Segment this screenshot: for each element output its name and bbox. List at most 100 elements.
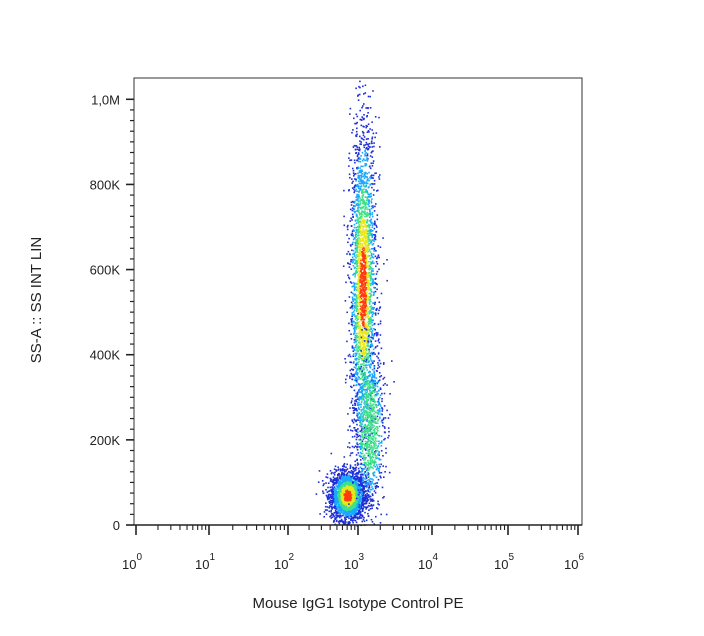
data-point [352,521,354,524]
data-point [363,406,365,408]
data-point [356,167,358,169]
data-point [359,167,361,169]
data-point [354,517,356,519]
data-point [328,497,330,500]
data-point [353,309,356,311]
data-point [362,189,364,191]
data-point [361,484,364,487]
data-point [353,435,356,438]
data-point [357,428,359,430]
data-point [377,380,380,382]
data-point [374,172,376,175]
data-point [378,268,380,271]
data-point [348,508,350,510]
data-point [351,323,353,326]
data-point [355,130,358,133]
data-point [363,234,366,237]
data-point [347,274,349,277]
data-point [362,254,364,256]
data-point [343,493,345,496]
data-point [353,506,355,508]
data-point [353,293,355,296]
data-point [377,401,380,403]
data-point [366,506,369,508]
data-point [357,497,360,499]
data-point [366,211,368,214]
data-point [363,300,366,303]
data-point [361,217,364,219]
data-point [365,141,368,144]
data-point [361,291,363,294]
data-point [360,118,362,121]
data-point [354,293,356,296]
data-point [364,84,367,87]
data-point [335,516,338,519]
data-point [373,281,376,284]
data-point [337,515,340,517]
data-point [371,121,373,123]
data-point [366,191,369,194]
data-point [374,287,376,289]
data-point [339,477,341,479]
data-point [335,469,337,471]
data-point [371,507,373,510]
data-point [371,344,373,346]
data-point [359,508,361,510]
data-point [352,129,354,131]
data-point [351,315,353,318]
data-point [363,341,366,343]
data-point [338,502,341,505]
data-point [359,476,361,479]
data-point [376,382,379,385]
data-point [326,506,329,508]
data-point [372,348,375,351]
data-point [358,515,361,518]
data-point [356,255,359,258]
data-point [379,174,381,176]
data-point [353,389,356,392]
data-point [361,503,363,506]
data-point [355,370,358,373]
data-point [364,285,366,287]
data-point [347,510,350,513]
data-point [348,474,350,477]
data-point [354,483,357,485]
data-point [373,179,376,182]
data-point [324,509,327,511]
data-point [374,222,376,225]
data-point [364,316,367,318]
data-point [353,255,356,257]
data-point [350,513,353,515]
data-point [334,500,337,503]
data-point [373,210,376,212]
data-point [356,464,359,466]
data-point [351,209,354,212]
data-point [359,204,361,206]
data-point [371,183,373,185]
data-point [371,377,373,379]
data-point [362,301,365,303]
data-point [366,240,369,242]
data-point [359,510,361,513]
data-point [363,286,365,289]
data-point [350,477,352,480]
data-point [338,487,341,489]
data-point [350,491,353,494]
data-point [363,298,366,301]
data-point [360,406,362,408]
data-point [375,308,378,311]
data-point [350,504,352,506]
data-point [351,470,354,473]
data-point [359,251,361,254]
data-point [374,482,377,485]
data-point [343,473,346,476]
data-point [362,311,365,313]
data-point [364,201,367,204]
data-point [353,262,356,265]
data-point [363,307,365,309]
data-point [361,281,364,284]
data-point [366,244,368,247]
data-point [364,164,366,167]
data-point [354,375,356,378]
data-point [345,499,347,501]
